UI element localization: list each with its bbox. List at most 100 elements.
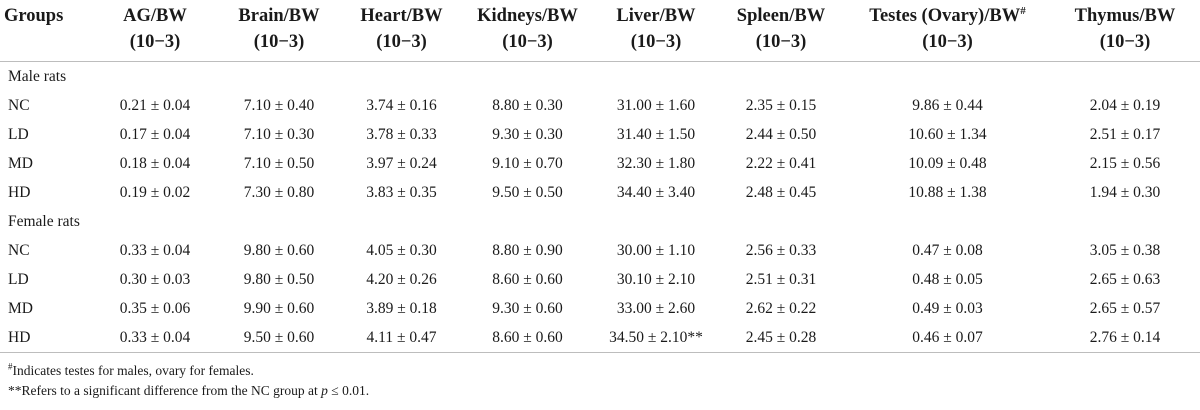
value-cell: 4.05 ± 0.30 xyxy=(366,241,437,259)
value-cell: 3.74 ± 0.16 xyxy=(366,96,437,114)
value-cell: 3.05 ± 0.38 xyxy=(1089,241,1161,259)
value-cell: 34.40 ± 3.40 xyxy=(616,183,696,201)
value-cell: 31.40 ± 1.50 xyxy=(616,125,696,143)
value-cell: 4.11 ± 0.47 xyxy=(366,328,437,346)
table-body: Male rats NC 0.21 ± 0.04 7.10 ± 0.40 3.74 ± … xyxy=(0,62,1200,353)
value-cell: 7.10 ± 0.40 xyxy=(243,96,315,114)
group-label-cell: LD xyxy=(8,125,29,143)
value-cell: 8.80 ± 0.30 xyxy=(492,96,563,114)
group-label-cell: NC xyxy=(8,241,30,259)
table-row: MD 0.35 ± 0.06 9.90 ± 0.60 3.89 ± 0.18 9.30 … xyxy=(0,294,1200,323)
value-cell: 0.33 ± 0.04 xyxy=(119,328,191,346)
header-liver-bw: Liver/BW (10−3) xyxy=(616,6,696,52)
value-cell: 9.10 ± 0.70 xyxy=(492,154,563,172)
value-cell: 0.33 ± 0.04 xyxy=(119,241,191,259)
value-cell: 2.62 ± 0.22 xyxy=(745,299,817,317)
value-cell: 2.76 ± 0.14 xyxy=(1089,328,1161,346)
value-cell: 2.45 ± 0.28 xyxy=(745,328,817,346)
header-spleen-bw: Spleen/BW (10−3) xyxy=(736,6,826,52)
group-label-cell: NC xyxy=(8,96,30,114)
value-cell: 9.80 ± 0.60 xyxy=(243,241,315,259)
value-cell: 3.89 ± 0.18 xyxy=(366,299,437,317)
group-label-cell: HD xyxy=(8,183,31,201)
value-cell: 10.09 ± 0.48 xyxy=(908,154,987,172)
table-row: HD 0.19 ± 0.02 7.30 ± 0.80 3.83 ± 0.35 9.50 … xyxy=(0,178,1200,207)
value-cell: 2.44 ± 0.50 xyxy=(745,125,817,143)
group-label-cell: MD xyxy=(8,299,33,317)
header-groups: Groups xyxy=(4,6,64,26)
value-cell: 34.50 ± 2.10** xyxy=(609,328,703,346)
value-cell: 2.48 ± 0.45 xyxy=(745,183,817,201)
value-cell: 0.49 ± 0.03 xyxy=(912,299,983,317)
value-cell: 30.00 ± 1.10 xyxy=(616,241,696,259)
table-row: NC 0.21 ± 0.04 7.10 ± 0.40 3.74 ± 0.16 8.80 … xyxy=(0,91,1200,120)
header-testes-ovary-bw: Testes (Ovary)/BW# (10−3) xyxy=(869,4,1026,52)
organ-coefficient-table: Groups AG/BW (10−3) Brain/BW (10−3) Heart/… xyxy=(0,0,1200,353)
value-cell: 3.83 ± 0.35 xyxy=(366,183,437,201)
value-cell: 9.50 ± 0.60 xyxy=(243,328,315,346)
group-label-cell: LD xyxy=(8,270,29,288)
value-cell: 7.30 ± 0.80 xyxy=(243,183,315,201)
value-cell: 8.80 ± 0.90 xyxy=(492,241,563,259)
value-cell: 2.51 ± 0.17 xyxy=(1089,125,1161,143)
value-cell: 2.04 ± 0.19 xyxy=(1089,96,1161,114)
value-cell: 0.30 ± 0.03 xyxy=(119,270,191,288)
header-ag-bw: AG/BW (10−3) xyxy=(123,6,187,52)
value-cell: 32.30 ± 1.80 xyxy=(616,154,696,172)
value-cell: 31.00 ± 1.60 xyxy=(616,96,696,114)
table-header: Groups AG/BW (10−3) Brain/BW (10−3) Heart/… xyxy=(0,0,1200,62)
header-kidneys-bw: Kidneys/BW (10−3) xyxy=(477,6,578,52)
table-row: LD 0.17 ± 0.04 7.10 ± 0.30 3.78 ± 0.33 9.30 … xyxy=(0,120,1200,149)
value-cell: 8.60 ± 0.60 xyxy=(492,328,563,346)
value-cell: 4.20 ± 0.26 xyxy=(366,270,437,288)
group-label-cell: MD xyxy=(8,154,33,172)
section-header-row: Female rats xyxy=(0,207,1200,236)
section-header-row: Male rats xyxy=(0,62,1200,92)
section-label: Male rats xyxy=(8,67,67,85)
value-cell: 2.51 ± 0.31 xyxy=(745,270,817,288)
group-label-cell: HD xyxy=(8,328,31,346)
value-cell: 9.30 ± 0.30 xyxy=(492,125,563,143)
value-cell: 9.86 ± 0.44 xyxy=(912,96,983,114)
value-cell: 7.10 ± 0.50 xyxy=(243,154,315,172)
table-row: NC 0.33 ± 0.04 9.80 ± 0.60 4.05 ± 0.30 8.80 … xyxy=(0,236,1200,265)
value-cell: 1.94 ± 0.30 xyxy=(1089,183,1161,201)
value-cell: 2.65 ± 0.57 xyxy=(1089,299,1161,317)
value-cell: 2.15 ± 0.56 xyxy=(1089,154,1161,172)
header-brain-bw: Brain/BW (10−3) xyxy=(238,6,320,52)
value-cell: 0.19 ± 0.02 xyxy=(119,183,191,201)
value-cell: 8.60 ± 0.60 xyxy=(492,270,563,288)
value-cell: 2.22 ± 0.41 xyxy=(745,154,817,172)
value-cell: 0.35 ± 0.06 xyxy=(119,299,191,317)
value-cell: 2.56 ± 0.33 xyxy=(745,241,817,259)
table-row: LD 0.30 ± 0.03 9.80 ± 0.50 4.20 ± 0.26 8.60 … xyxy=(0,265,1200,294)
value-cell: 10.88 ± 1.38 xyxy=(908,183,987,201)
value-cell: 0.21 ± 0.04 xyxy=(119,96,191,114)
value-cell: 0.17 ± 0.04 xyxy=(119,125,191,143)
header-heart-bw: Heart/BW (10−3) xyxy=(360,6,443,52)
value-cell: 9.90 ± 0.60 xyxy=(243,299,315,317)
table-row: HD 0.33 ± 0.04 9.50 ± 0.60 4.11 ± 0.47 8.60 … xyxy=(0,323,1200,353)
value-cell: 0.18 ± 0.04 xyxy=(119,154,191,172)
footnote-1: #Indicates testes for males, ovary for f… xyxy=(8,361,254,378)
value-cell: 9.30 ± 0.60 xyxy=(492,299,563,317)
value-cell: 0.46 ± 0.07 xyxy=(912,328,983,346)
value-cell: 9.50 ± 0.50 xyxy=(492,183,563,201)
value-cell: 0.48 ± 0.05 xyxy=(912,270,983,288)
value-cell: 3.97 ± 0.24 xyxy=(366,154,437,172)
footnote-mark: # xyxy=(1020,4,1026,17)
value-cell: 3.78 ± 0.33 xyxy=(366,125,437,143)
value-cell: 2.35 ± 0.15 xyxy=(745,96,817,114)
value-cell: 33.00 ± 2.60 xyxy=(616,299,696,317)
table-footnotes: #Indicates testes for males, ovary for f… xyxy=(8,361,369,401)
value-cell: 30.10 ± 2.10 xyxy=(616,270,696,288)
header-thymus-bw: Thymus/BW (10−3) xyxy=(1074,6,1176,52)
value-cell: 0.47 ± 0.08 xyxy=(912,241,983,259)
value-cell: 10.60 ± 1.34 xyxy=(908,125,987,143)
value-cell: 2.65 ± 0.63 xyxy=(1089,270,1161,288)
value-cell: 7.10 ± 0.30 xyxy=(243,125,315,143)
value-cell: 9.80 ± 0.50 xyxy=(243,270,315,288)
table-row: MD 0.18 ± 0.04 7.10 ± 0.50 3.97 ± 0.24 9.10 … xyxy=(0,149,1200,178)
footnote-2: **Refers to a significant difference fro… xyxy=(8,383,370,398)
